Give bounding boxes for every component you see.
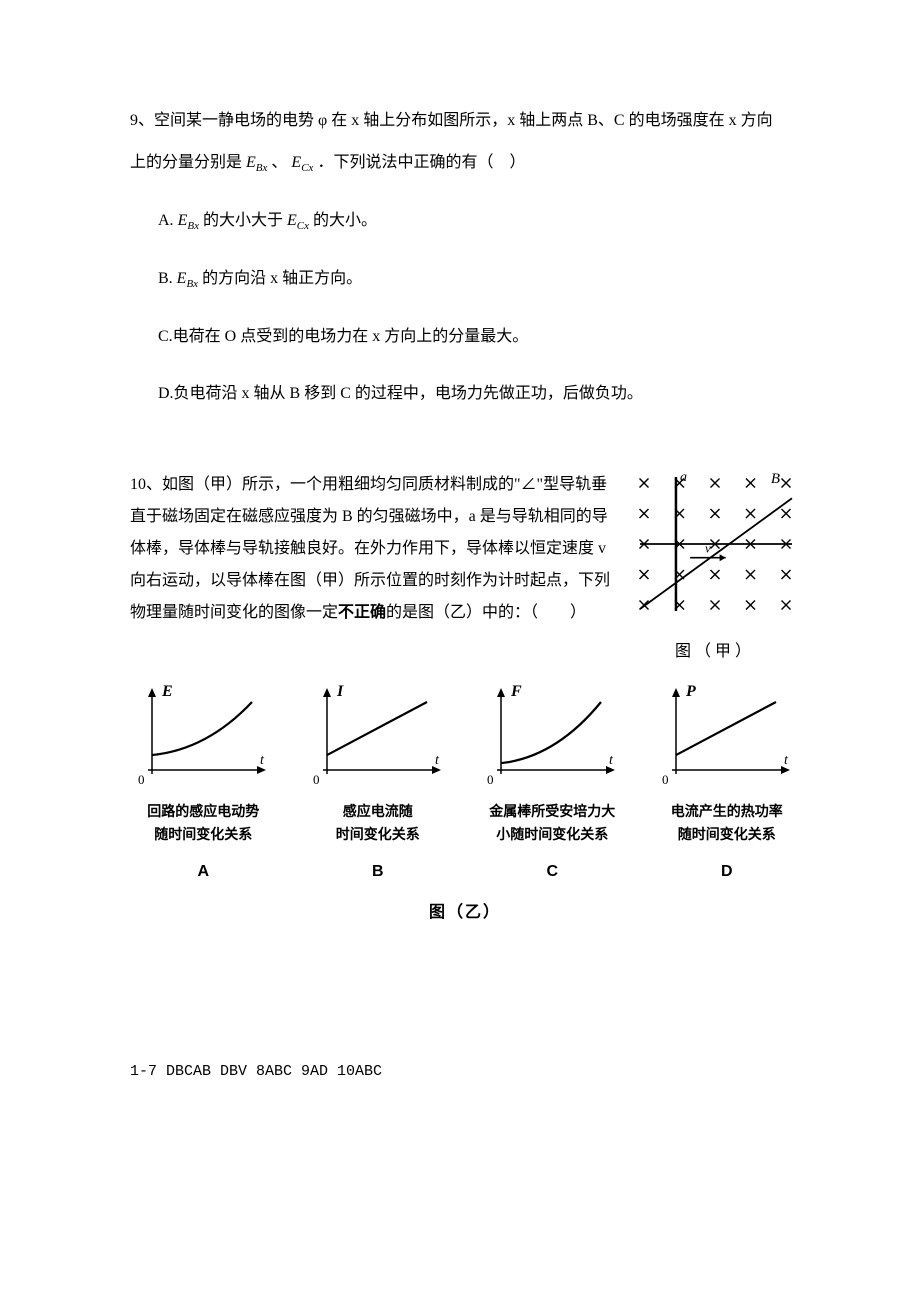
svg-text:0: 0 <box>487 772 494 787</box>
answers-line: 1-7 DBCAB DBV 8ABC 9AD 10ABC <box>130 1058 800 1085</box>
q9-stem: 9、空间某一静电场的电势 φ 在 x 轴上分布如图所示，x 轴上两点 B、C 的… <box>130 100 800 183</box>
figure-jia-svg: v a B <box>630 469 800 619</box>
graph-caption: 金属棒所受安培力大 <box>469 803 636 823</box>
svg-text:t: t <box>260 753 265 768</box>
svg-text:F: F <box>510 683 522 700</box>
graph-b: It 0 感应电流随时间变化关系 B <box>295 678 462 886</box>
q9-option-a: A. EBx 的大小大于 ECx 的大小。 <box>158 207 800 237</box>
question-9: 9、空间某一静电场的电势 φ 在 x 轴上分布如图所示，x 轴上两点 B、C 的… <box>130 100 800 409</box>
svg-text:B: B <box>771 471 780 487</box>
svg-text:0: 0 <box>662 772 669 787</box>
graph-caption: 电流产生的热功率 <box>644 803 811 823</box>
figure-yi-label: 图（乙） <box>130 899 800 928</box>
graph-letter: B <box>295 858 462 887</box>
svg-text:t: t <box>435 753 440 768</box>
svg-text:I: I <box>336 683 344 700</box>
q9-options: A. EBx 的大小大于 ECx 的大小。 B. EBx 的方向沿 x 轴正方向… <box>130 207 800 409</box>
svg-text:E: E <box>161 683 173 700</box>
graph-caption: 随时间变化关系 <box>644 823 811 848</box>
q9-option-d: D.负电荷沿 x 轴从 B 移到 C 的过程中，电场力先做正功，后做负功。 <box>158 380 800 409</box>
figure-jia-label: 图（甲） <box>630 638 800 667</box>
graph-c: Ft 0 金属棒所受安培力大小随时间变化关系 C <box>469 678 636 886</box>
graph-caption: 随时间变化关系 <box>120 823 287 848</box>
graph-letter: A <box>120 858 287 887</box>
graph-caption: 感应电流随 <box>295 803 462 823</box>
q9-stem-line1: 9、空间某一静电场的电势 φ 在 x 轴上分布如图所示，x 轴上两点 B、C 的… <box>130 100 800 142</box>
q10-top: 10、如图（甲）所示，一个用粗细均匀同质材料制成的"∠"型导轨垂直于磁场固定在磁… <box>130 469 800 667</box>
svg-text:0: 0 <box>313 772 320 787</box>
graph-caption: 小随时间变化关系 <box>469 823 636 848</box>
svg-text:v: v <box>705 540 711 555</box>
graph-caption: 时间变化关系 <box>295 823 462 848</box>
q10-stem: 10、如图（甲）所示，一个用粗细均匀同质材料制成的"∠"型导轨垂直于磁场固定在磁… <box>130 469 616 629</box>
q9-option-b: B. EBx 的方向沿 x 轴正方向。 <box>158 265 800 295</box>
graph-caption: 回路的感应电动势 <box>120 803 287 823</box>
svg-text:0: 0 <box>138 772 145 787</box>
question-10: 10、如图（甲）所示，一个用粗细均匀同质材料制成的"∠"型导轨垂直于磁场固定在磁… <box>130 469 800 928</box>
svg-text:t: t <box>784 753 789 768</box>
graph-letter: D <box>644 858 811 887</box>
graph-a: Et 0 回路的感应电动势随时间变化关系 A <box>120 678 287 886</box>
figure-jia: v a B 图（甲） <box>630 469 800 667</box>
graphs-row: Et0回路的感应电动势随时间变化关系AIt0感应电流随时间变化关系BFt0金属棒… <box>120 678 810 886</box>
q9-stem-line2: 上的分量分别是 EBx 、 ECx ．下列说法中正确的有（ ） <box>130 142 800 184</box>
q9-option-c: C.电荷在 O 点受到的电场力在 x 方向上的分量最大。 <box>158 323 800 352</box>
graph-d: Pt 0 电流产生的热功率随时间变化关系 D <box>644 678 811 886</box>
svg-text:a: a <box>680 470 687 485</box>
svg-text:t: t <box>609 753 614 768</box>
svg-text:P: P <box>685 683 696 700</box>
graph-letter: C <box>469 858 636 887</box>
